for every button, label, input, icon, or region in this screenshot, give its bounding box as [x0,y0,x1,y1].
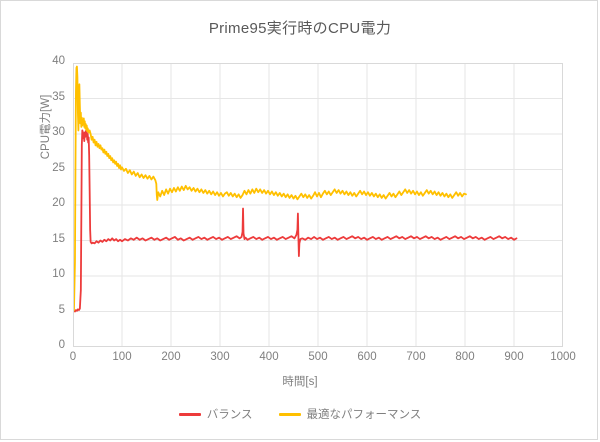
gridlines [73,63,563,347]
x-tick-label-3: 300 [210,351,230,363]
plot-border [73,63,563,347]
legend-line-swatch [278,412,301,416]
y-tick-label-2: 10 [52,268,65,280]
x-tick-label-1: 100 [112,351,132,363]
x-tick-label-8: 800 [455,351,475,363]
plot-svg [73,63,563,347]
x-tick-label-5: 500 [308,351,328,363]
y-tick-label-4: 20 [52,197,65,209]
chart-legend: バランス 最適なパフォーマンス [1,406,599,422]
y-tick-label-3: 15 [52,232,65,245]
y-tick-label-5: 25 [52,161,65,174]
plot-area [73,63,563,347]
legend-line-swatch [178,412,201,416]
y-tick-label-1: 5 [58,303,65,316]
x-tick-label-10: 1000 [550,351,576,363]
legend-entry-1[interactable]: 最適なパフォーマンス [278,406,422,422]
x-tick-label-7: 700 [406,351,426,363]
x-tick-label-2: 200 [161,351,181,363]
series-lines [73,65,518,313]
chart-title: Prime95実行時のCPU電力 [208,20,392,37]
y-tick-label-0: 0 [58,339,65,351]
x-axis-title: 時間[s] [282,376,318,388]
x-tick-label-4: 400 [259,351,279,363]
y-tick-label-8: 40 [52,55,65,67]
series-line-1 [73,65,467,313]
legend-label: 最適なパフォーマンス [306,409,422,421]
x-tick-label-0: 0 [69,351,77,363]
series-line-0 [73,129,518,313]
legend-label: バランス [206,409,253,421]
y-tick-label-6: 30 [52,126,65,138]
legend-entry-0[interactable]: バランス [178,406,253,422]
x-tick-label-9: 900 [504,351,524,363]
x-tick-label-6: 600 [357,351,377,363]
y-tick-label-7: 35 [52,90,65,103]
